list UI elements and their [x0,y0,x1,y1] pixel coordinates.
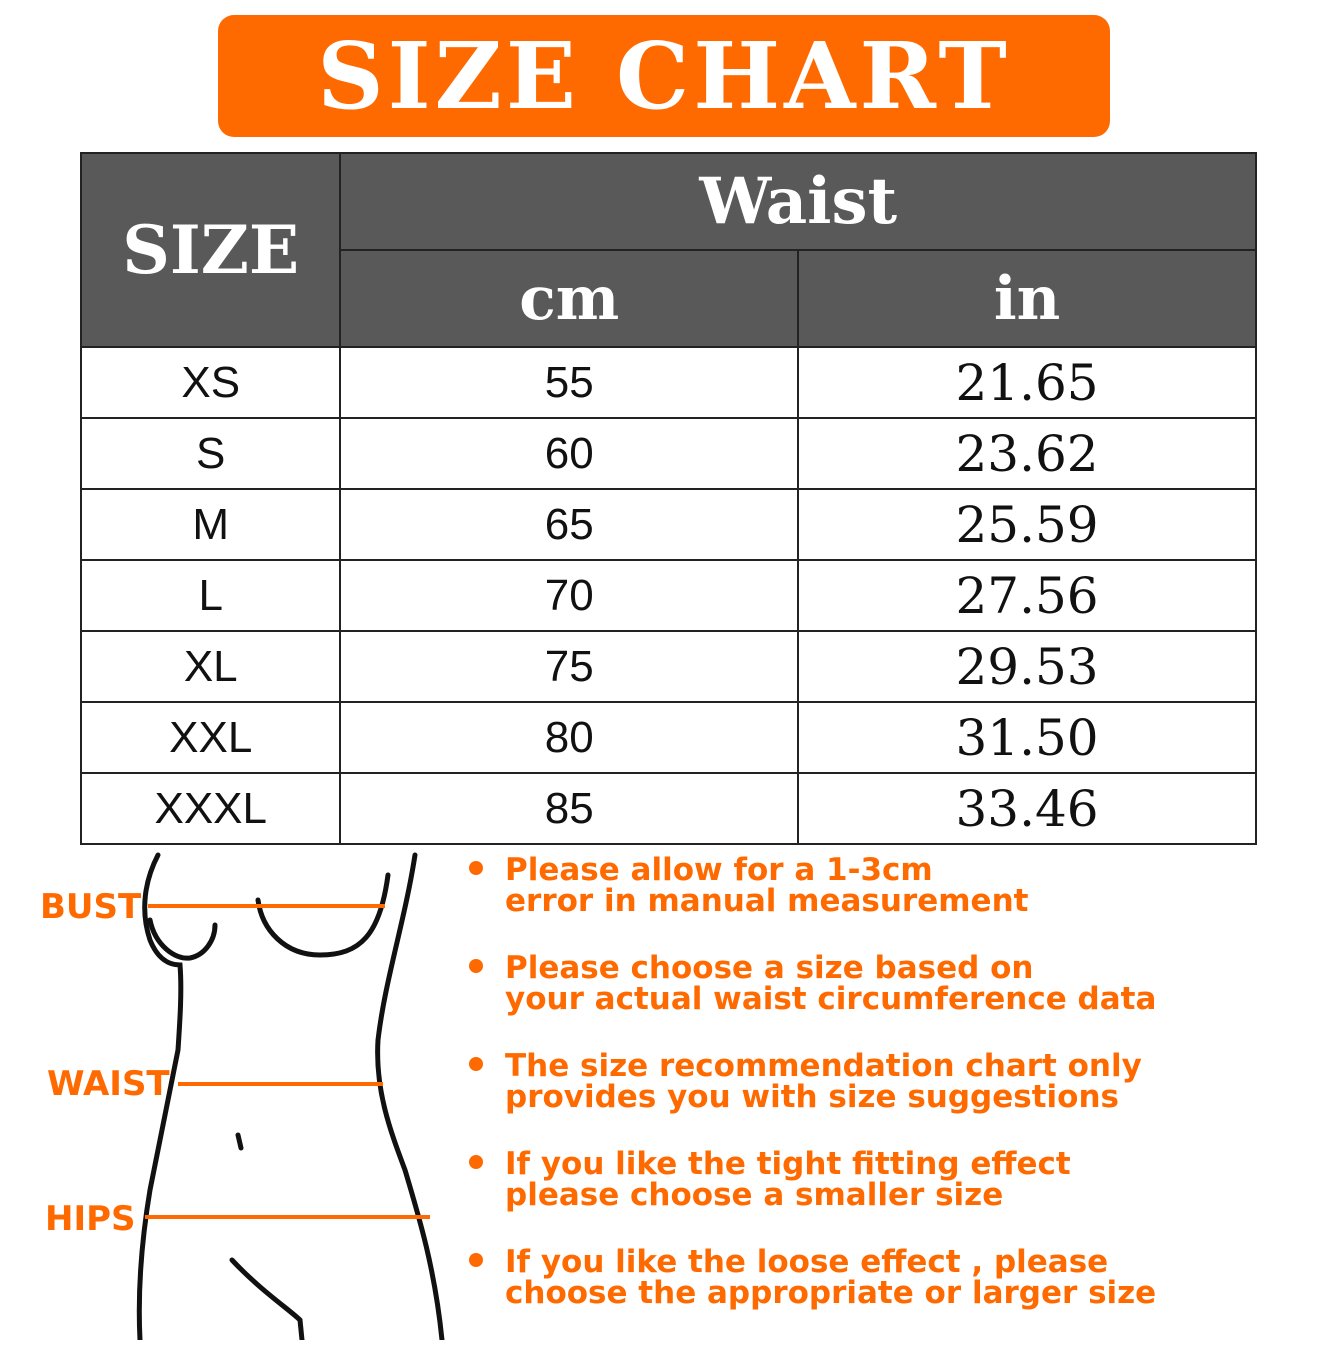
size-cell: S [79,417,342,490]
cm-cell: 65 [339,488,800,561]
table-row: XXL 80 31.50 [79,701,1257,774]
tip-item: Please choose a size based on your actual… [465,953,1325,1015]
table-row: XS 55 21.65 [79,346,1257,419]
in-cell: 31.50 [797,701,1257,774]
table-row: M 65 25.59 [79,488,1257,561]
tip-item: If you like the loose effect , please cho… [465,1247,1325,1309]
waist-label: WAIST [47,1064,170,1104]
table-row: XXXL 85 33.46 [79,772,1257,845]
bullet-icon [469,1155,483,1169]
tip-item: If you like the tight fitting effect plea… [465,1149,1325,1211]
tip-line: Please choose a size based on [505,950,1034,986]
size-cell: L [79,559,342,632]
size-table: SIZE Waist cm in XS 55 21.65 S 60 23.62 M 65 25.… [79,152,1257,845]
in-cell: 25.59 [797,488,1257,561]
cm-header: cm [339,249,800,348]
tip-line: provides you with size suggestions [505,1079,1119,1115]
size-header: SIZE [79,152,342,348]
size-cell: XL [79,630,342,703]
cm-cell: 55 [339,346,800,419]
in-cell: 33.46 [797,772,1257,845]
size-cell: M [79,488,342,561]
in-cell: 27.56 [797,559,1257,632]
table-row: L 70 27.56 [79,559,1257,632]
cm-cell: 80 [339,701,800,774]
table-row: S 60 23.62 [79,417,1257,490]
bust-label: BUST [40,887,142,927]
cm-cell: 75 [339,630,800,703]
in-header: in [797,249,1257,348]
title-banner: SIZE CHART [218,15,1110,137]
table-row: XL 75 29.53 [79,630,1257,703]
tip-line: error in manual measurement [505,883,1029,919]
bullet-icon [469,861,483,875]
tip-line: please choose a smaller size [505,1177,1004,1213]
bullet-icon [469,1253,483,1267]
cm-cell: 85 [339,772,800,845]
waist-header: Waist [339,152,1257,251]
tip-line: The size recommendation chart only [505,1048,1142,1084]
hips-label: HIPS [45,1199,136,1239]
size-cell: XXXL [79,772,342,845]
in-cell: 29.53 [797,630,1257,703]
body-figure [136,852,445,1340]
bullet-icon [469,1057,483,1071]
cm-cell: 70 [339,559,800,632]
tips-list: Please allow for a 1-3cm error in manual … [465,855,1325,1345]
tip-line: choose the appropriate or larger size [505,1275,1157,1311]
cm-cell: 60 [339,417,800,490]
size-cell: XXL [79,701,342,774]
in-cell: 23.62 [797,417,1257,490]
in-cell: 21.65 [797,346,1257,419]
tip-item: The size recommendation chart only provid… [465,1051,1325,1113]
tip-line: If you like the tight fitting effect [505,1146,1071,1182]
bullet-icon [469,959,483,973]
tip-item: Please allow for a 1-3cm error in manual … [465,855,1325,917]
tip-line: If you like the loose effect , please [505,1244,1109,1280]
size-cell: XS [79,346,342,419]
tip-line: your actual waist circumference data [505,981,1157,1017]
tip-line: Please allow for a 1-3cm [505,852,933,888]
